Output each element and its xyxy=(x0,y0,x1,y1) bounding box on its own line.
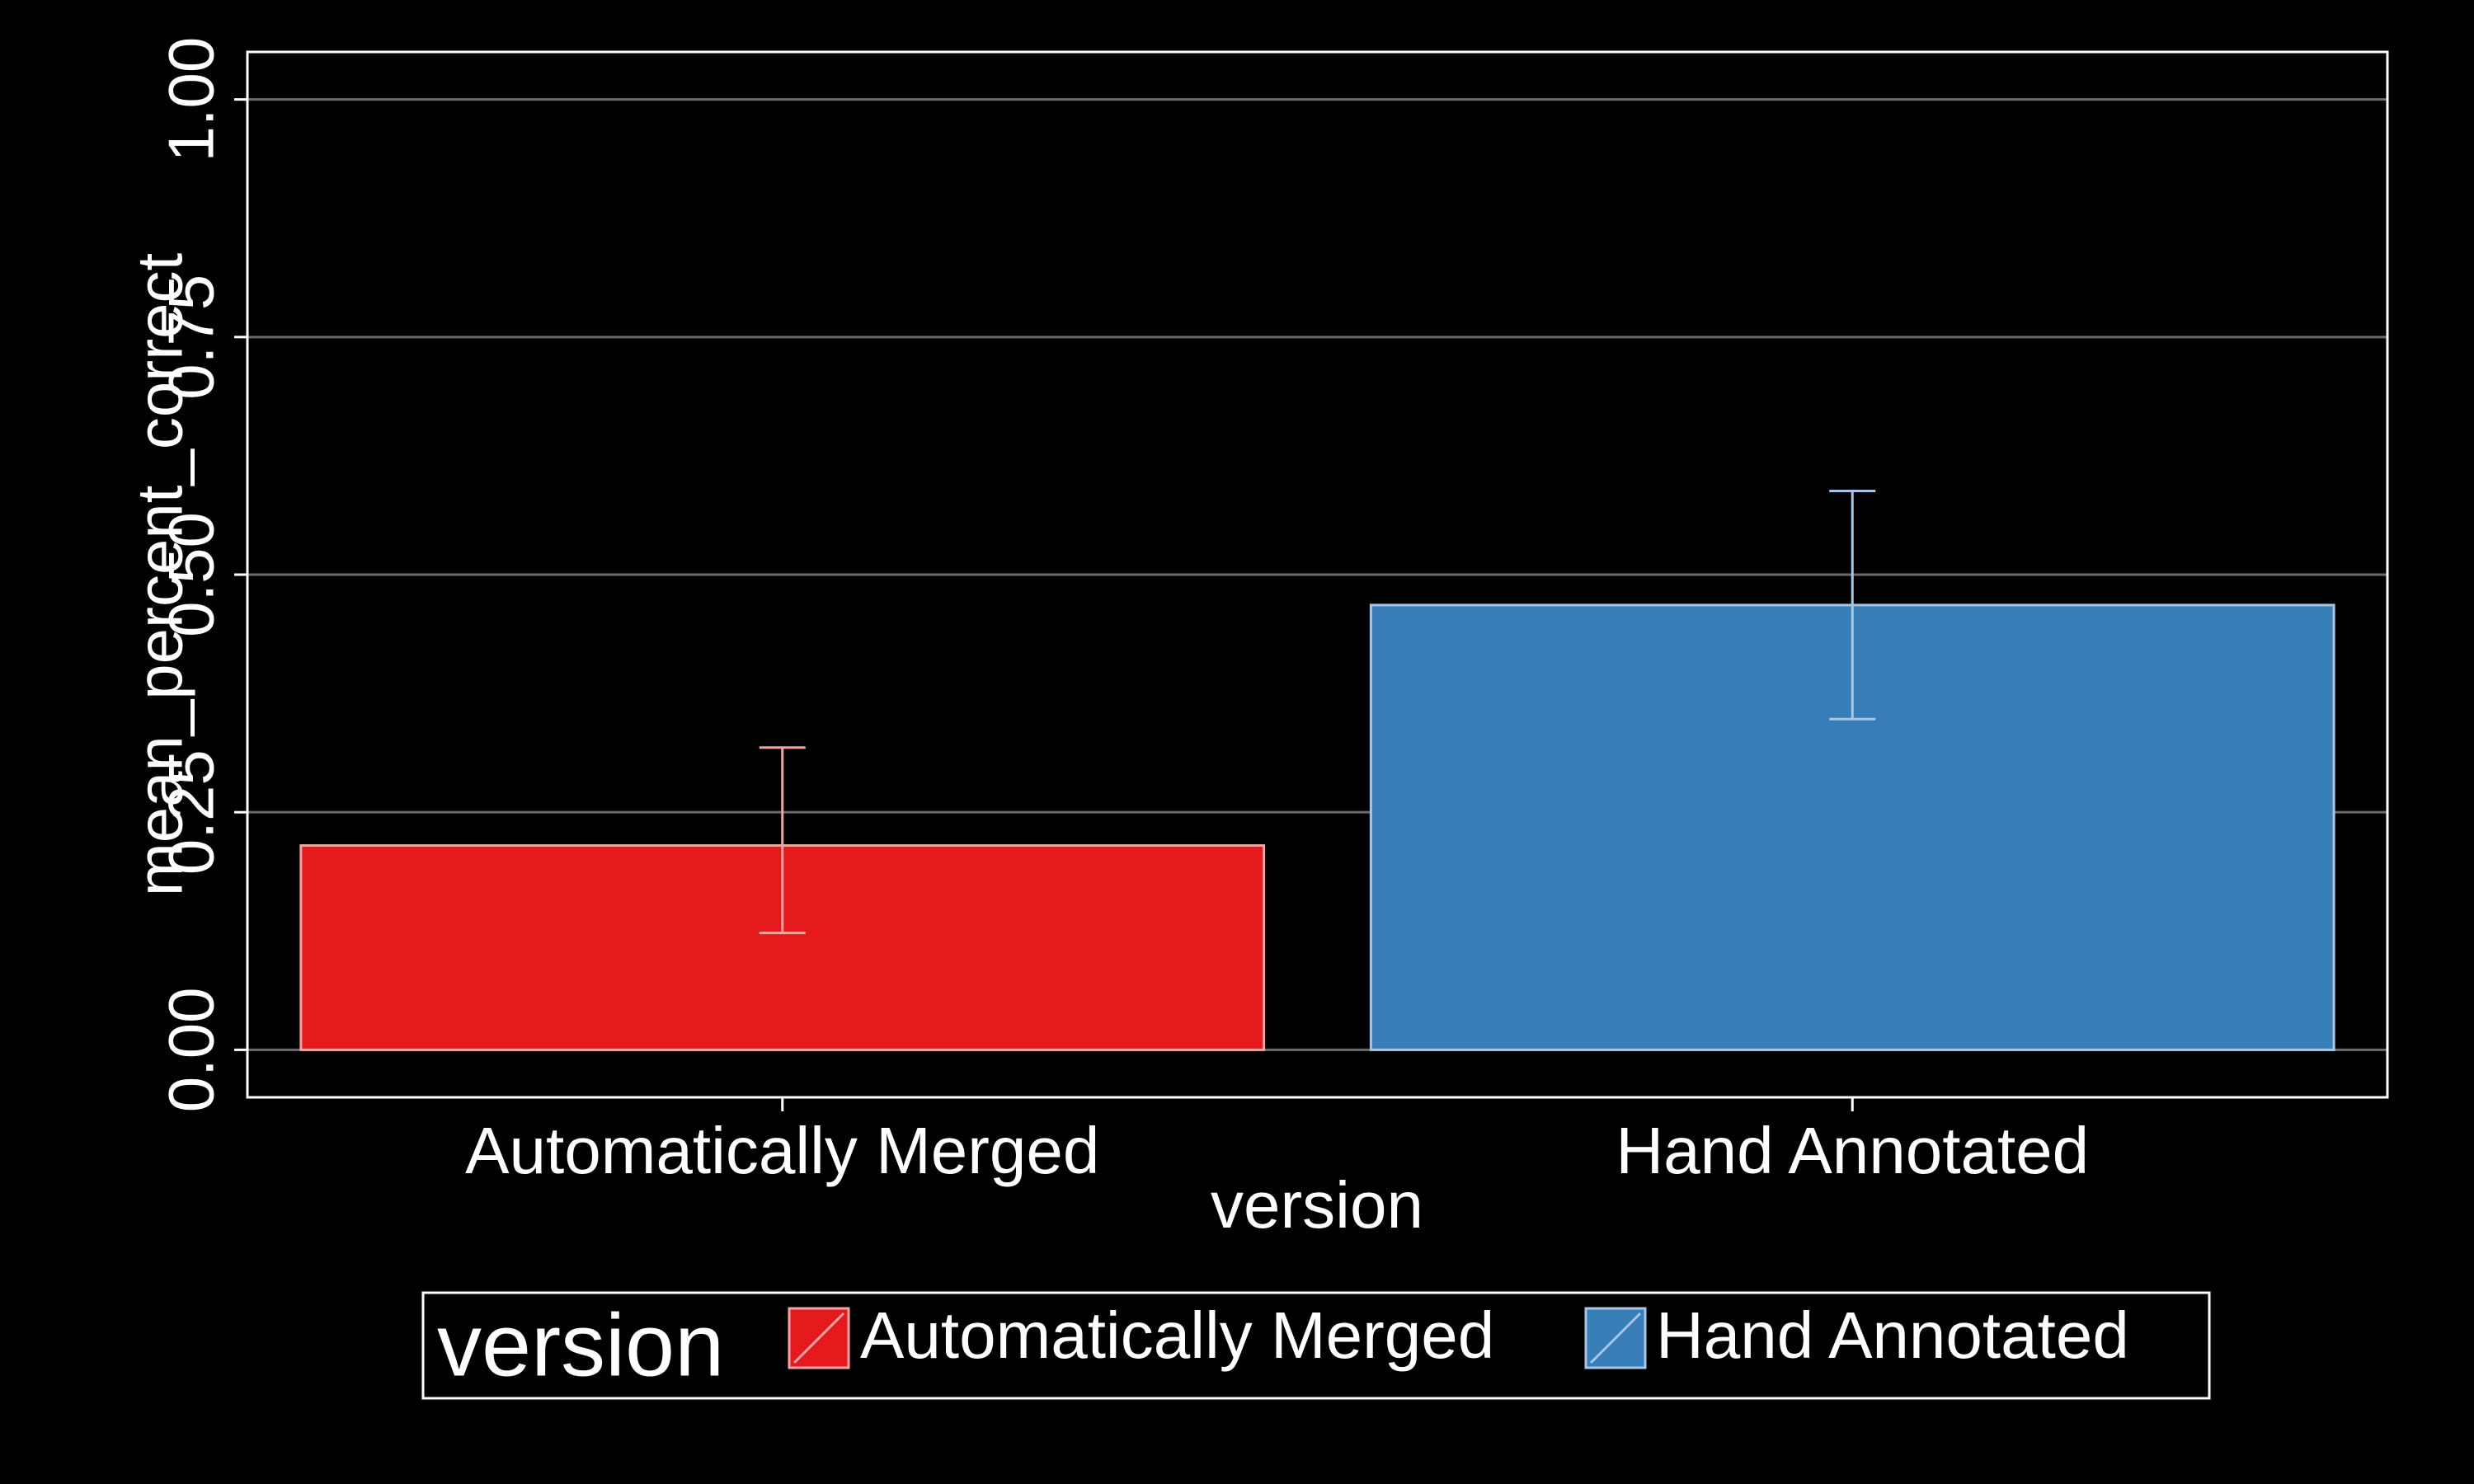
legend-label: Automatically Merged xyxy=(860,1298,1494,1372)
y-tick-label: 0.50 xyxy=(155,512,228,637)
error-bars xyxy=(759,490,1876,935)
legend-label: Hand Annotated xyxy=(1656,1298,2129,1372)
legend-key-slash xyxy=(1589,1312,1642,1364)
y-tick-label: 1.00 xyxy=(155,37,228,162)
y-axis-title: mean_percent_correct xyxy=(124,252,196,896)
y-tick-label: 0.25 xyxy=(155,749,228,875)
x-axis-ticks: Automatically Merged Hand Annotated xyxy=(465,1097,2089,1187)
y-axis-ticks: 0.00 0.25 0.50 0.75 1.00 xyxy=(155,37,247,1112)
y-tick-label: 0.75 xyxy=(155,275,228,400)
x-axis-title: version xyxy=(1211,1168,1423,1242)
x-tick-label: Hand Annotated xyxy=(1616,1114,2089,1187)
legend-box xyxy=(421,1291,2211,1400)
legend-title: version xyxy=(437,1295,724,1395)
legend: version Automatically Merged Hand Annotat… xyxy=(421,1291,2211,1400)
legend-item: Hand Annotated xyxy=(1584,1298,2129,1372)
y-tick-label: 0.00 xyxy=(155,987,228,1112)
x-tick-label: Automatically Merged xyxy=(465,1114,1099,1187)
legend-key-slash xyxy=(793,1312,845,1364)
legend-item: Automatically Merged xyxy=(788,1298,1494,1372)
